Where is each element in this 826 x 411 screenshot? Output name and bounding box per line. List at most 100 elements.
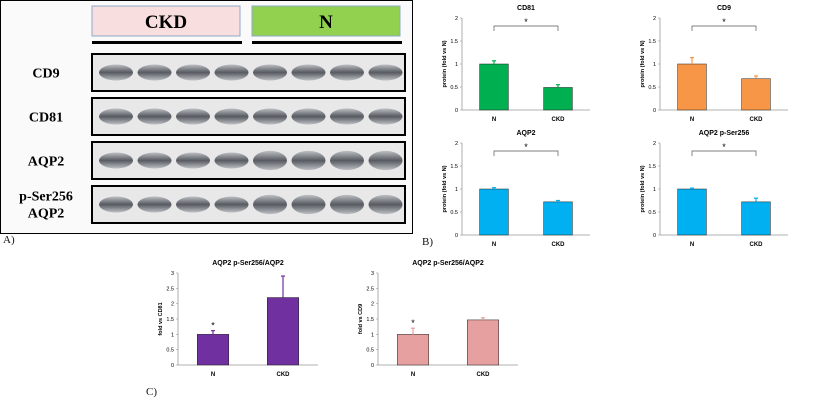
bar-ckd <box>543 87 573 111</box>
y-tick-label: 0.5 <box>450 210 458 216</box>
y-tick-label: 2 <box>171 302 174 308</box>
blot-band <box>253 150 287 171</box>
blot-row-3: p-Ser256 AQP2 <box>19 185 406 224</box>
chart-title: AQP2 p-Ser256 <box>699 130 750 137</box>
y-tick-label: 0 <box>653 233 656 239</box>
blot-band <box>137 64 172 81</box>
blot-band <box>253 194 287 215</box>
y-tick-label: 0.5 <box>450 85 458 91</box>
y-tick-label: 2 <box>455 16 458 22</box>
x-tick-label: N <box>690 242 694 248</box>
significance-star: * <box>211 321 215 331</box>
blot-band <box>214 196 249 213</box>
blot-band <box>330 150 364 171</box>
y-tick-label: 3 <box>371 271 374 277</box>
bar-ckd <box>267 297 299 366</box>
x-tick-label: N <box>211 372 215 378</box>
significance-bracket <box>691 25 757 31</box>
blot-band <box>99 196 133 213</box>
western-blot-panel: CKD N CD9 CD81 AQP2 p-Ser256 AQP2 <box>0 0 420 240</box>
significance-star: * <box>722 142 726 152</box>
y-tick-label: 1 <box>171 332 174 338</box>
y-tick-label: 0 <box>653 108 656 114</box>
blot-band <box>137 152 172 169</box>
blot-band <box>291 194 326 215</box>
western-blot-figure: CKD N CD9 CD81 AQP2 p-Ser256 AQP2 <box>0 0 413 234</box>
bar-n <box>677 188 707 236</box>
blot-row-label: AQP2 <box>28 155 65 170</box>
x-tick-label: CKD <box>477 372 491 378</box>
y-axis-label: protein (fold vs N) <box>442 165 448 212</box>
chart-title: AQP2 <box>516 130 535 137</box>
y-tick-label: 0.5 <box>648 85 656 91</box>
blot-band <box>253 108 287 125</box>
blot-band <box>291 64 326 81</box>
chart-title: CD81 <box>517 5 535 12</box>
y-axis-label: protein (fold vs N) <box>442 40 448 87</box>
blot-row-label: CD81 <box>29 111 63 126</box>
blot-band <box>99 64 133 81</box>
y-tick-label: 0 <box>455 233 458 239</box>
y-tick-label: 1.5 <box>648 164 656 170</box>
blot-band <box>176 64 210 81</box>
blot-band <box>176 152 210 169</box>
y-tick-label: 0.5 <box>366 348 374 354</box>
blot-band <box>291 108 326 125</box>
y-tick-label: 1 <box>455 187 458 193</box>
bar-ckd <box>467 319 499 366</box>
blot-row-label: p-Ser256 <box>19 190 73 205</box>
x-tick-label: CKD <box>552 242 566 248</box>
blot-band <box>330 108 364 125</box>
group-label-n: N <box>319 12 333 33</box>
n-group-box <box>251 5 401 37</box>
y-axis-label: fold vs CD9 <box>358 304 364 334</box>
group-label-ckd: CKD <box>145 12 187 33</box>
chart-cd9: CD9 protein (fold vs N) 0 0.5 1 1.5 2 N CKD * <box>630 0 810 125</box>
blot-band <box>214 64 249 81</box>
panel-label-a: A) <box>3 234 15 246</box>
y-tick-label: 0.5 <box>648 210 656 216</box>
significance-star: * <box>524 142 528 152</box>
x-tick-label: N <box>690 117 694 123</box>
blot-band <box>368 64 403 81</box>
panel-label-c: C) <box>146 386 157 398</box>
x-tick-label: CKD <box>750 242 764 248</box>
chart-aqp2: AQP2 protein (fold vs N) 0 0.5 1 1.5 2 N CKD * <box>432 125 612 250</box>
blot-band <box>368 108 403 125</box>
bar-ckd <box>741 201 771 236</box>
bar-n <box>479 63 509 111</box>
y-axis-label: protein (fold vs N) <box>640 40 646 87</box>
y-tick-label: 1.5 <box>366 317 374 323</box>
blot-row-1: CD81 <box>29 97 406 136</box>
blot-row-2: AQP2 <box>28 141 406 180</box>
y-axis-label: protein (fold vs N) <box>640 165 646 212</box>
significance-star: * <box>722 17 726 27</box>
blot-band <box>368 150 403 171</box>
significance-star: * <box>411 318 415 328</box>
blot-row-label: AQP2 <box>28 207 65 222</box>
blot-band <box>330 64 364 81</box>
chart-title: AQP2 p-Ser256/AQP2 <box>212 260 284 267</box>
bar-ckd <box>543 201 573 236</box>
bar-ckd <box>741 78 771 111</box>
y-tick-label: 2 <box>371 302 374 308</box>
y-tick-label: 0.5 <box>166 348 174 354</box>
chart-cd81: CD81 protein (fold vs N) 0 0.5 1 1.5 2 N CKD * <box>432 0 612 125</box>
y-tick-label: 1.5 <box>450 39 458 45</box>
y-tick-label: 0 <box>371 363 374 369</box>
chart-ratio-cd81: AQP2 p-Ser256/AQP2 fold vs CD81 0 0.5 1 1.5 2 2… <box>140 255 340 380</box>
y-tick-label: 1.5 <box>166 317 174 323</box>
blot-row-0: CD9 <box>32 53 406 92</box>
blot-band <box>253 64 287 81</box>
y-tick-label: 1.5 <box>450 164 458 170</box>
blot-band <box>368 194 403 215</box>
blot-band <box>176 108 210 125</box>
significance-star: * <box>524 17 528 27</box>
y-tick-label: 2.5 <box>366 286 374 292</box>
x-tick-label: CKD <box>277 372 291 378</box>
y-tick-label: 1 <box>455 62 458 68</box>
y-tick-label: 1 <box>371 332 374 338</box>
x-tick-label: N <box>492 117 496 123</box>
y-tick-label: 1 <box>653 187 656 193</box>
y-tick-label: 0 <box>455 108 458 114</box>
